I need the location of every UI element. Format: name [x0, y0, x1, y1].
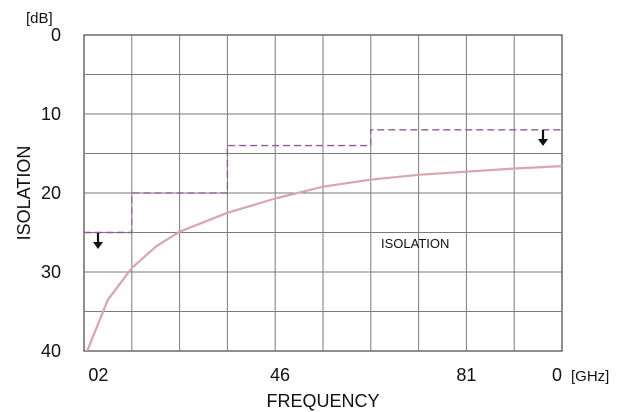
y-axis-title: ISOLATION	[14, 146, 34, 241]
x-tick-label: 02	[88, 365, 108, 385]
x-tick-label: 46	[270, 365, 290, 385]
labels: 0 10 20 30 40 02 46 81 0 ISOLATION	[41, 25, 562, 385]
x-tick-label: 81	[456, 365, 476, 385]
grid	[84, 35, 562, 351]
y-tick-label: 10	[41, 104, 61, 124]
y-tick-label: 20	[41, 183, 61, 203]
isolation-curve	[86, 165, 562, 351]
x-unit-label: [GHz]	[571, 368, 609, 385]
curve-annotation: ISOLATION	[381, 236, 449, 251]
y-tick-label: 40	[41, 341, 61, 361]
markers	[93, 130, 548, 249]
down-arrow-icon	[538, 130, 548, 146]
y-unit-label: [dB]	[26, 10, 53, 27]
spec-limit-line	[84, 129, 562, 234]
y-tick-label: 0	[51, 25, 61, 45]
x-tick-label: 0	[552, 365, 562, 385]
y-tick-label: 30	[41, 262, 61, 282]
x-axis-title: FREQUENCY	[266, 391, 379, 411]
series-layer	[84, 129, 562, 351]
down-arrow-icon	[93, 233, 103, 249]
